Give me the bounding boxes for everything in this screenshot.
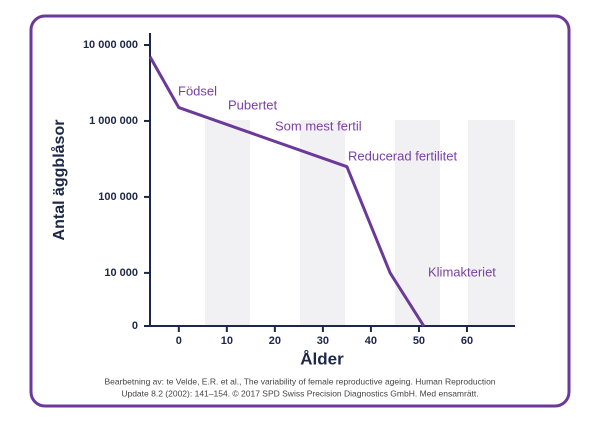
y-tick-label: 100 000 xyxy=(98,191,138,203)
x-tick-label: 50 xyxy=(413,335,425,347)
x-tick-label: 60 xyxy=(461,335,473,347)
x-tick-label: 10 xyxy=(221,335,233,347)
x-tick-label: 20 xyxy=(269,335,281,347)
x-tick-label: 0 xyxy=(176,335,182,347)
y-tick-label: 1 000 000 xyxy=(89,115,138,127)
y-tick-label: 10 000 xyxy=(104,267,138,279)
annotation: Reducerad fertilitet xyxy=(348,148,457,163)
annotation: Som mest fertil xyxy=(275,118,362,133)
x-tick-label: 40 xyxy=(365,335,377,347)
x-axis-label: Ålder xyxy=(300,349,344,368)
annotation: Födsel xyxy=(178,83,217,98)
data-line xyxy=(148,56,426,327)
source-note: Update 8.2 (2002): 141–154. © 2017 SPD S… xyxy=(121,388,478,398)
background-bands xyxy=(205,120,515,326)
y-tick-label: 0 xyxy=(132,320,138,332)
y-tick-label: 10 000 000 xyxy=(83,39,138,51)
y-axis-label: Antal äggblåsor xyxy=(50,120,68,241)
source-note: Bearbetning av: te Velde, E.R. et al., T… xyxy=(104,376,495,386)
annotation: Klimakteriet xyxy=(428,264,496,279)
x-tick-label: 30 xyxy=(317,335,329,347)
annotation: Pubertet xyxy=(228,97,278,112)
